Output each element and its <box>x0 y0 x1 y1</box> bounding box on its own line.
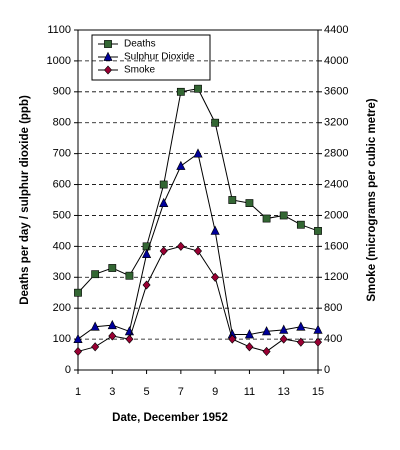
marker-square <box>194 84 202 93</box>
x-tick-label: 1 <box>75 386 81 398</box>
y2-tick-label: 3600 <box>324 86 348 98</box>
y-tick-label: 1100 <box>47 24 71 36</box>
legend-text: Deaths <box>124 39 156 50</box>
marker-square <box>296 220 305 229</box>
y2-tick-label: 4400 <box>324 24 348 36</box>
marker-diamond <box>245 342 254 352</box>
y-tick-label: 500 <box>53 209 71 221</box>
marker-diamond <box>279 334 288 344</box>
marker-diamond <box>194 246 202 256</box>
y2-tick-label: 3200 <box>324 117 348 129</box>
marker-diamond <box>108 331 117 341</box>
marker-square <box>279 211 288 220</box>
y-tick-label: 100 <box>53 333 71 345</box>
marker-triangle <box>73 333 83 343</box>
y2-tick-label: 2000 <box>324 209 348 221</box>
marker-diamond <box>74 346 82 357</box>
marker-diamond <box>211 272 220 282</box>
y-tick-label: 200 <box>53 302 71 314</box>
marker-triangle <box>103 51 113 61</box>
y-tick-label: 1000 <box>47 55 71 67</box>
marker-square <box>245 199 254 207</box>
y-tick-label: 400 <box>53 240 71 252</box>
x-axis-title: Date, December 1952 <box>112 412 228 424</box>
marker-square <box>159 180 168 189</box>
legend-text: Sulphur Dioxide <box>124 52 195 63</box>
marker-square <box>228 196 237 204</box>
marker-triangle <box>279 324 289 334</box>
marker-square <box>104 40 112 48</box>
marker-diamond <box>142 280 151 290</box>
marker-diamond <box>125 334 134 344</box>
x-tick-label: 11 <box>244 386 255 398</box>
marker-triangle <box>176 160 186 170</box>
y-tick-label: 800 <box>53 117 71 129</box>
y2-tick-label: 2800 <box>324 148 348 160</box>
y2-tick-label: 1600 <box>324 240 348 252</box>
x-tick-label: 9 <box>212 386 218 398</box>
marker-square <box>108 264 117 272</box>
y-tick-label: 600 <box>53 178 71 190</box>
y-tick-label: 700 <box>53 148 71 160</box>
y2-tick-label: 400 <box>324 333 342 345</box>
marker-square <box>74 288 82 297</box>
marker-triangle <box>159 197 169 207</box>
marker-diamond <box>228 334 237 344</box>
marker-square <box>125 271 134 280</box>
marker-triangle <box>210 225 220 235</box>
marker-square <box>91 270 100 279</box>
y2-tick-label: 0 <box>324 364 330 376</box>
y2-tick-label: 1200 <box>324 271 348 283</box>
marker-diamond <box>296 337 305 347</box>
x-tick-label: 15 <box>312 386 324 398</box>
marker-diamond <box>176 241 185 251</box>
marker-diamond <box>262 346 271 357</box>
y2-tick-label: 800 <box>324 302 342 314</box>
marker-diamond <box>159 246 168 256</box>
marker-square <box>262 214 271 223</box>
plot-frame <box>77 29 319 371</box>
x-tick-label: 13 <box>278 386 290 398</box>
marker-diamond <box>314 337 322 347</box>
x-tick-label: 7 <box>178 386 184 398</box>
marker-diamond <box>91 342 100 352</box>
marker-triangle <box>90 321 100 331</box>
marker-square <box>314 227 322 235</box>
marker-triangle <box>313 324 323 334</box>
y2-tick-label: 4000 <box>324 55 348 67</box>
x-tick-label: 3 <box>109 386 115 398</box>
marker-triangle <box>107 319 117 330</box>
y2-tick-label: 2400 <box>324 178 348 190</box>
y-tick-label: 300 <box>53 271 71 283</box>
series-line <box>77 88 319 294</box>
y2-axis-title: Smoke (micrograms per cubic metre) <box>366 98 378 301</box>
y-tick-label: 900 <box>53 86 71 98</box>
y-axis-title: Deaths per day / sulphur dioxide (ppb) <box>19 95 31 305</box>
marker-triangle <box>261 326 272 336</box>
marker-diamond <box>104 65 112 75</box>
y-tick-label: 0 <box>65 364 71 376</box>
legend-text: Smoke <box>124 65 156 76</box>
marker-triangle <box>141 248 152 258</box>
marker-square <box>176 87 185 96</box>
marker-triangle <box>296 321 306 331</box>
marker-square <box>211 118 220 127</box>
x-tick-label: 5 <box>144 386 150 398</box>
marker-triangle <box>193 148 203 158</box>
marker-triangle <box>244 329 255 339</box>
